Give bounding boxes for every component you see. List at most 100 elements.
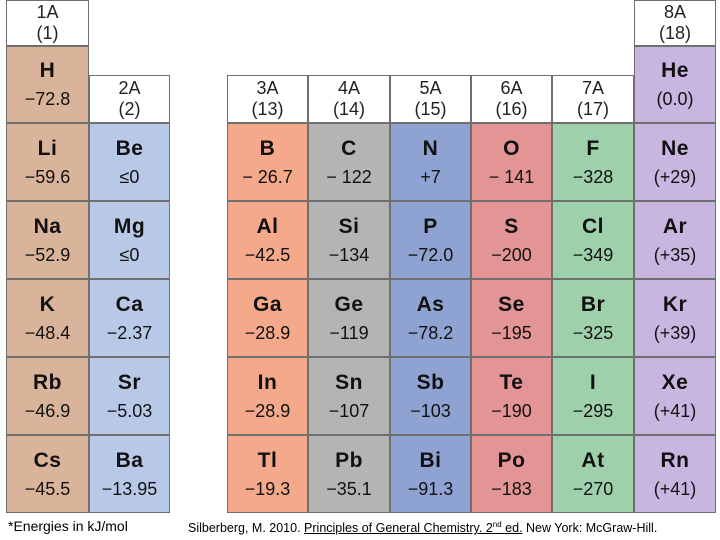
group-label: 5A: [419, 78, 442, 99]
element-symbol: S: [504, 214, 519, 238]
element-tl: Tl −19.3: [227, 435, 308, 513]
element-symbol: K: [39, 292, 56, 316]
group-number: (15): [414, 99, 447, 119]
citation-superscript: nd: [492, 520, 502, 529]
group-header-5a: 5A (15): [390, 75, 471, 123]
electron-affinity: −183: [491, 478, 532, 499]
electron-affinity: −195: [491, 322, 532, 343]
element-si: Si −134: [308, 201, 390, 279]
element-rb: Rb −46.9: [6, 357, 89, 435]
group-label: 7A: [581, 78, 605, 99]
electron-affinity: (+29): [653, 166, 697, 187]
element-te: Te −190: [471, 357, 552, 435]
electron-affinity: −295: [572, 400, 614, 421]
element-ne: Ne (+29): [634, 123, 716, 201]
element-o: O − 141: [471, 123, 552, 201]
element-symbol: Al: [256, 214, 279, 238]
electron-affinity: −200: [491, 244, 532, 265]
electron-affinity: −45.5: [24, 478, 71, 499]
electron-affinity: −103: [410, 400, 451, 421]
group-header-2a: 2A (2): [89, 75, 170, 123]
citation: Silberberg, M. 2010. Principles of Gener…: [188, 520, 657, 535]
element-cs: Cs −45.5: [6, 435, 89, 513]
element-symbol: P: [423, 214, 438, 238]
element-bi: Bi −91.3: [390, 435, 471, 513]
element-n: N +7: [390, 123, 471, 201]
electron-affinity: (+41): [653, 400, 697, 421]
group-number: (18): [658, 23, 691, 43]
group-number: (2): [118, 99, 141, 119]
group-number: (14): [332, 99, 365, 119]
electron-affinity: −28.9: [244, 322, 291, 343]
element-symbol: Ne: [661, 136, 689, 160]
element-h: H −72.8: [6, 46, 89, 123]
electron-affinity: (+39): [653, 322, 697, 343]
group-label: 8A: [663, 2, 687, 23]
element-symbol: Sr: [117, 370, 142, 394]
electron-affinity: −13.95: [101, 478, 158, 499]
element-sn: Sn −107: [308, 357, 390, 435]
element-se: Se −195: [471, 279, 552, 357]
element-mg: Mg ≤0: [89, 201, 170, 279]
electron-affinity: ≤0: [119, 244, 140, 265]
element-symbol: Mg: [113, 214, 146, 238]
electron-affinity: (+41): [653, 478, 697, 499]
element-symbol: Tl: [257, 448, 278, 472]
element-symbol: Cs: [33, 448, 62, 472]
element-symbol: H: [39, 59, 56, 83]
electron-affinity: −107: [328, 400, 370, 421]
element-symbol: O: [503, 136, 520, 160]
electron-affinity: −42.5: [244, 244, 291, 265]
element-symbol: Sn: [335, 370, 363, 394]
element-li: Li −59.6: [6, 123, 89, 201]
electron-affinity: − 141: [488, 166, 535, 187]
electron-affinity: −72.0: [407, 244, 454, 265]
electron-affinity: −72.8: [24, 89, 71, 110]
group-number: (17): [576, 99, 609, 119]
group-label: 6A: [500, 78, 523, 99]
electron-affinity: −48.4: [24, 322, 71, 343]
element-na: Na −52.9: [6, 201, 89, 279]
element-xe: Xe (+41): [634, 357, 716, 435]
electron-affinity: −2.37: [106, 322, 153, 343]
element-p: P −72.0: [390, 201, 471, 279]
electron-affinity: −78.2: [407, 322, 454, 343]
element-pb: Pb −35.1: [308, 435, 390, 513]
electron-affinity: −46.9: [24, 400, 71, 421]
electron-affinity: (0.0): [656, 89, 694, 110]
element-symbol: Na: [33, 214, 62, 238]
element-symbol: At: [581, 448, 605, 472]
electron-affinity: −349: [572, 244, 614, 265]
element-symbol: He: [661, 59, 689, 83]
element-in: In −28.9: [227, 357, 308, 435]
element-symbol: Sb: [416, 370, 445, 394]
element-symbol: Ar: [662, 214, 688, 238]
element-symbol: In: [257, 370, 278, 394]
element-symbol: Ge: [334, 292, 364, 316]
element-symbol: Rn: [660, 448, 690, 472]
group-label: 2A: [118, 78, 141, 99]
element-at: At −270: [552, 435, 634, 513]
citation-title-edition: ed.: [501, 521, 523, 536]
element-symbol: Si: [338, 214, 360, 238]
element-rn: Rn (+41): [634, 435, 716, 513]
electron-affinity: − 26.7: [242, 166, 293, 187]
electron-affinity: −325: [572, 322, 614, 343]
units-note: *Energies in kJ/mol: [8, 518, 128, 534]
electron-affinity: −52.9: [24, 244, 71, 265]
element-symbol: Kr: [662, 292, 688, 316]
element-be: Be ≤0: [89, 123, 170, 201]
citation-publisher: New York: McGraw-Hill.: [522, 521, 658, 536]
element-kr: Kr (+39): [634, 279, 716, 357]
element-symbol: As: [416, 292, 445, 316]
element-symbol: Li: [37, 136, 58, 160]
element-symbol: N: [422, 136, 439, 160]
electron-affinity: −119: [329, 322, 369, 343]
group-label: 1A: [36, 2, 59, 23]
element-b: B − 26.7: [227, 123, 308, 201]
element-al: Al −42.5: [227, 201, 308, 279]
element-symbol: Cl: [582, 214, 604, 238]
electron-affinity: (+35): [653, 244, 697, 265]
group-number: (16): [495, 99, 528, 119]
element-sb: Sb −103: [390, 357, 471, 435]
